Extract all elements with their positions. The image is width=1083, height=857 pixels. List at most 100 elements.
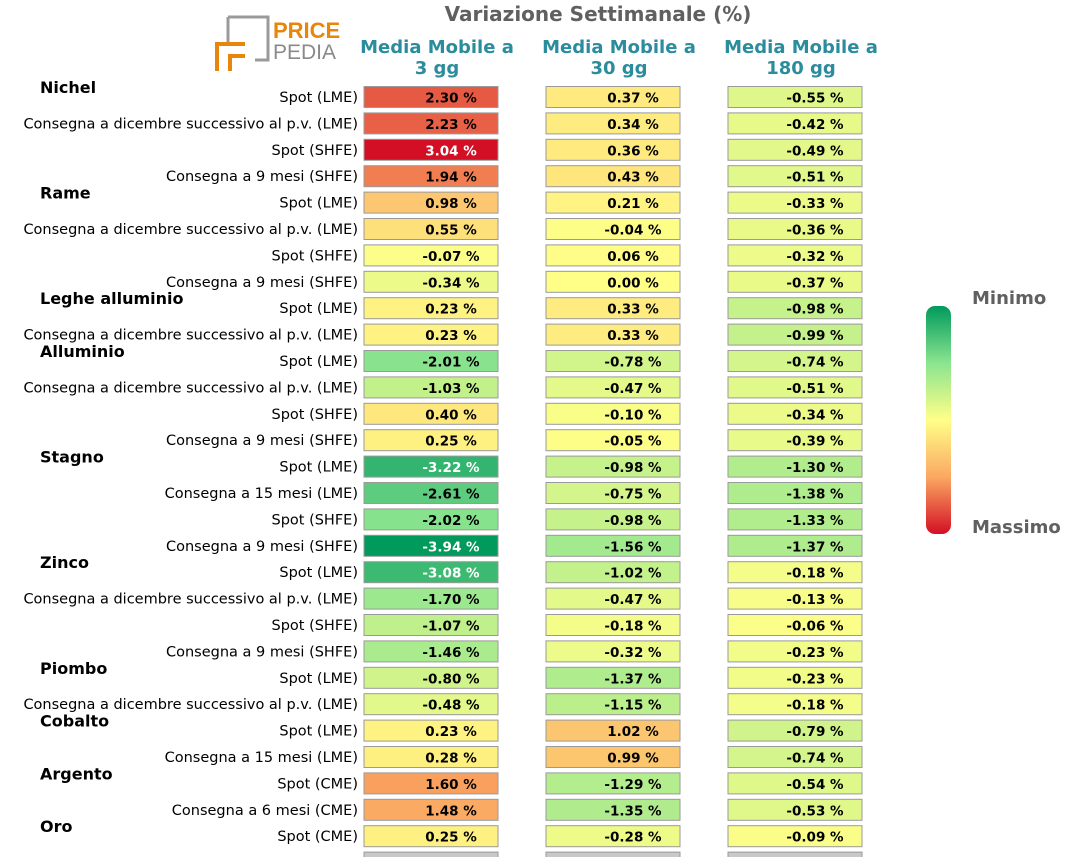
heat-cell — [363, 429, 499, 452]
cell-value-label: -0.23 % — [786, 671, 844, 687]
cell-value-label: -3.22 % — [422, 460, 480, 476]
cell-value-label: -2.61 % — [422, 487, 480, 503]
row-label: Spot (SHFE) — [272, 248, 359, 264]
table-row: Consegna a 9 mesi (SHFE) -3.94 % -1.56 % -1… — [166, 534, 863, 557]
cell-value-label: -1.35 % — [604, 803, 662, 819]
heat-cell — [363, 455, 499, 478]
table-row: Zinco Spot (LME) -3.08 % -1.02 % -0.18 % — [40, 553, 863, 584]
heat-cell — [363, 482, 499, 504]
heat-cell — [727, 719, 863, 742]
heat-cell — [545, 508, 681, 531]
table-row: Spot (SHFE) 0.40 % -0.10 % -0.34 % — [272, 402, 863, 425]
row-label: Consegna a dicembre successivo al p.v. (… — [23, 697, 358, 713]
heat-cell — [727, 534, 863, 557]
cell-value-label: 0.23 % — [425, 724, 477, 740]
group-label: Leghe alluminio — [40, 289, 184, 308]
row-label: Spot (SHFE) — [272, 618, 359, 634]
cell-value-label: -1.38 % — [786, 487, 844, 503]
heat-cell — [363, 666, 499, 689]
row-label: Consegna a 9 mesi (SHFE) — [166, 433, 358, 449]
heat-cell — [545, 666, 681, 689]
cell-value-label: 0.43 % — [607, 170, 659, 186]
row-label: Spot (CME) — [277, 829, 358, 845]
cell-value-label: -0.36 % — [786, 223, 844, 239]
row-label: Consegna a 9 mesi (SHFE) — [166, 275, 358, 291]
row-label: Consegna a dicembre successivo al p.v. (… — [23, 116, 358, 132]
cell-value-label: -1.30 % — [786, 460, 844, 476]
heat-cell — [727, 825, 863, 848]
cell-value-label: -0.49 % — [786, 143, 844, 159]
logo-mark-orange-inner — [228, 54, 245, 71]
heat-cell — [727, 323, 863, 346]
cell-value-label: 1.48 % — [425, 803, 477, 819]
cell-value-label: -0.74 % — [786, 751, 844, 767]
cell-value-label: -0.37 % — [786, 275, 844, 291]
group-label: Alluminio — [40, 342, 125, 361]
heat-cell — [545, 455, 681, 478]
cell-value-label: -3.94 % — [422, 539, 480, 555]
cell-value-label: -0.99 % — [786, 328, 844, 344]
heat-cell — [545, 825, 681, 848]
cell-value-label: -1.56 % — [604, 539, 662, 555]
group-label: Stagno — [40, 448, 104, 467]
cell-value-label: 0.21 % — [607, 196, 659, 212]
column-header-2-line1: Media Mobile a — [542, 37, 696, 58]
heat-cell — [727, 86, 863, 108]
table-row: Nichel Spot (LME) 2.30 % 0.37 % -0.55 % — [40, 78, 863, 108]
row-label: Spot (SHFE) — [272, 407, 359, 423]
cell-value-label: -0.09 % — [786, 830, 844, 846]
cell-value-label: -3.08 % — [422, 566, 480, 582]
cell-value-label: -1.37 % — [786, 539, 844, 555]
pricepedia-logo: PRICE PEDIA — [215, 15, 340, 71]
heat-cell — [727, 482, 863, 504]
color-legend: Minimo Massimo — [926, 288, 1061, 538]
heat-cell — [727, 561, 863, 584]
group-label: Argento — [40, 764, 113, 783]
heat-cell — [363, 693, 499, 716]
heat-cell — [545, 138, 681, 161]
cell-value-label: -1.46 % — [422, 645, 480, 661]
cell-value-label: -0.78 % — [604, 355, 662, 371]
cell-value-label: -0.32 % — [604, 645, 662, 661]
row-label: Consegna a dicembre successivo al p.v. (… — [23, 328, 358, 344]
cell-value-label: -0.75 % — [604, 487, 662, 503]
row-label: Spot (LME) — [279, 671, 358, 687]
row-label: Consegna a 15 mesi (LME) — [165, 486, 358, 502]
table-row: Consegna a 9 mesi (SHFE) -1.46 % -0.32 % -0… — [166, 640, 863, 663]
heat-cell — [727, 165, 863, 188]
cell-value-label: 0.33 % — [607, 328, 659, 344]
cell-value-label: 0.00 % — [607, 275, 659, 291]
heat-cell — [545, 693, 681, 716]
cell-value-label: -0.34 % — [422, 275, 480, 291]
cell-value-label: -0.47 % — [604, 592, 662, 608]
table-row: Stagno Spot (LME) -3.22 % -0.98 % -1.30 % — [40, 448, 863, 478]
cell-value-label: -0.18 % — [786, 566, 844, 582]
heat-cell — [545, 429, 681, 452]
row-label: Consegna a 9 mesi (SHFE) — [166, 644, 358, 660]
heat-cell — [363, 402, 499, 425]
table-row: Consegna a dicembre successivo al p.v. (… — [23, 693, 863, 716]
heat-cell — [545, 746, 681, 768]
heat-cell — [727, 772, 863, 795]
cell-value-label: -0.06 % — [786, 619, 844, 635]
cell-value-label: -0.04 % — [604, 223, 662, 239]
row-label: Spot (LME) — [279, 301, 358, 317]
table-row: Leghe alluminio Spot (LME) 0.23 % 0.33 % -0.… — [40, 289, 863, 320]
heat-cell — [727, 218, 863, 240]
cell-value-label: 0.36 % — [607, 143, 659, 159]
heat-cell — [727, 508, 863, 531]
cell-value-label: 0.25 % — [425, 830, 477, 846]
logo-mark-orange-outer — [215, 42, 245, 71]
cell-value-label: -1.02 % — [604, 566, 662, 582]
heat-cell-cutoff — [545, 851, 681, 857]
heat-cell — [727, 376, 863, 399]
cell-value-label: 0.37 % — [607, 91, 659, 107]
cell-value-label: -0.18 % — [786, 698, 844, 714]
heat-cell — [363, 270, 499, 293]
heat-cell — [363, 746, 499, 768]
heat-cell-cutoff — [363, 851, 499, 857]
heat-cell — [727, 191, 863, 214]
table-row: Consegna a 15 mesi (LME) -2.61 % -0.75 % -1… — [165, 482, 863, 504]
heat-cell — [363, 587, 499, 610]
